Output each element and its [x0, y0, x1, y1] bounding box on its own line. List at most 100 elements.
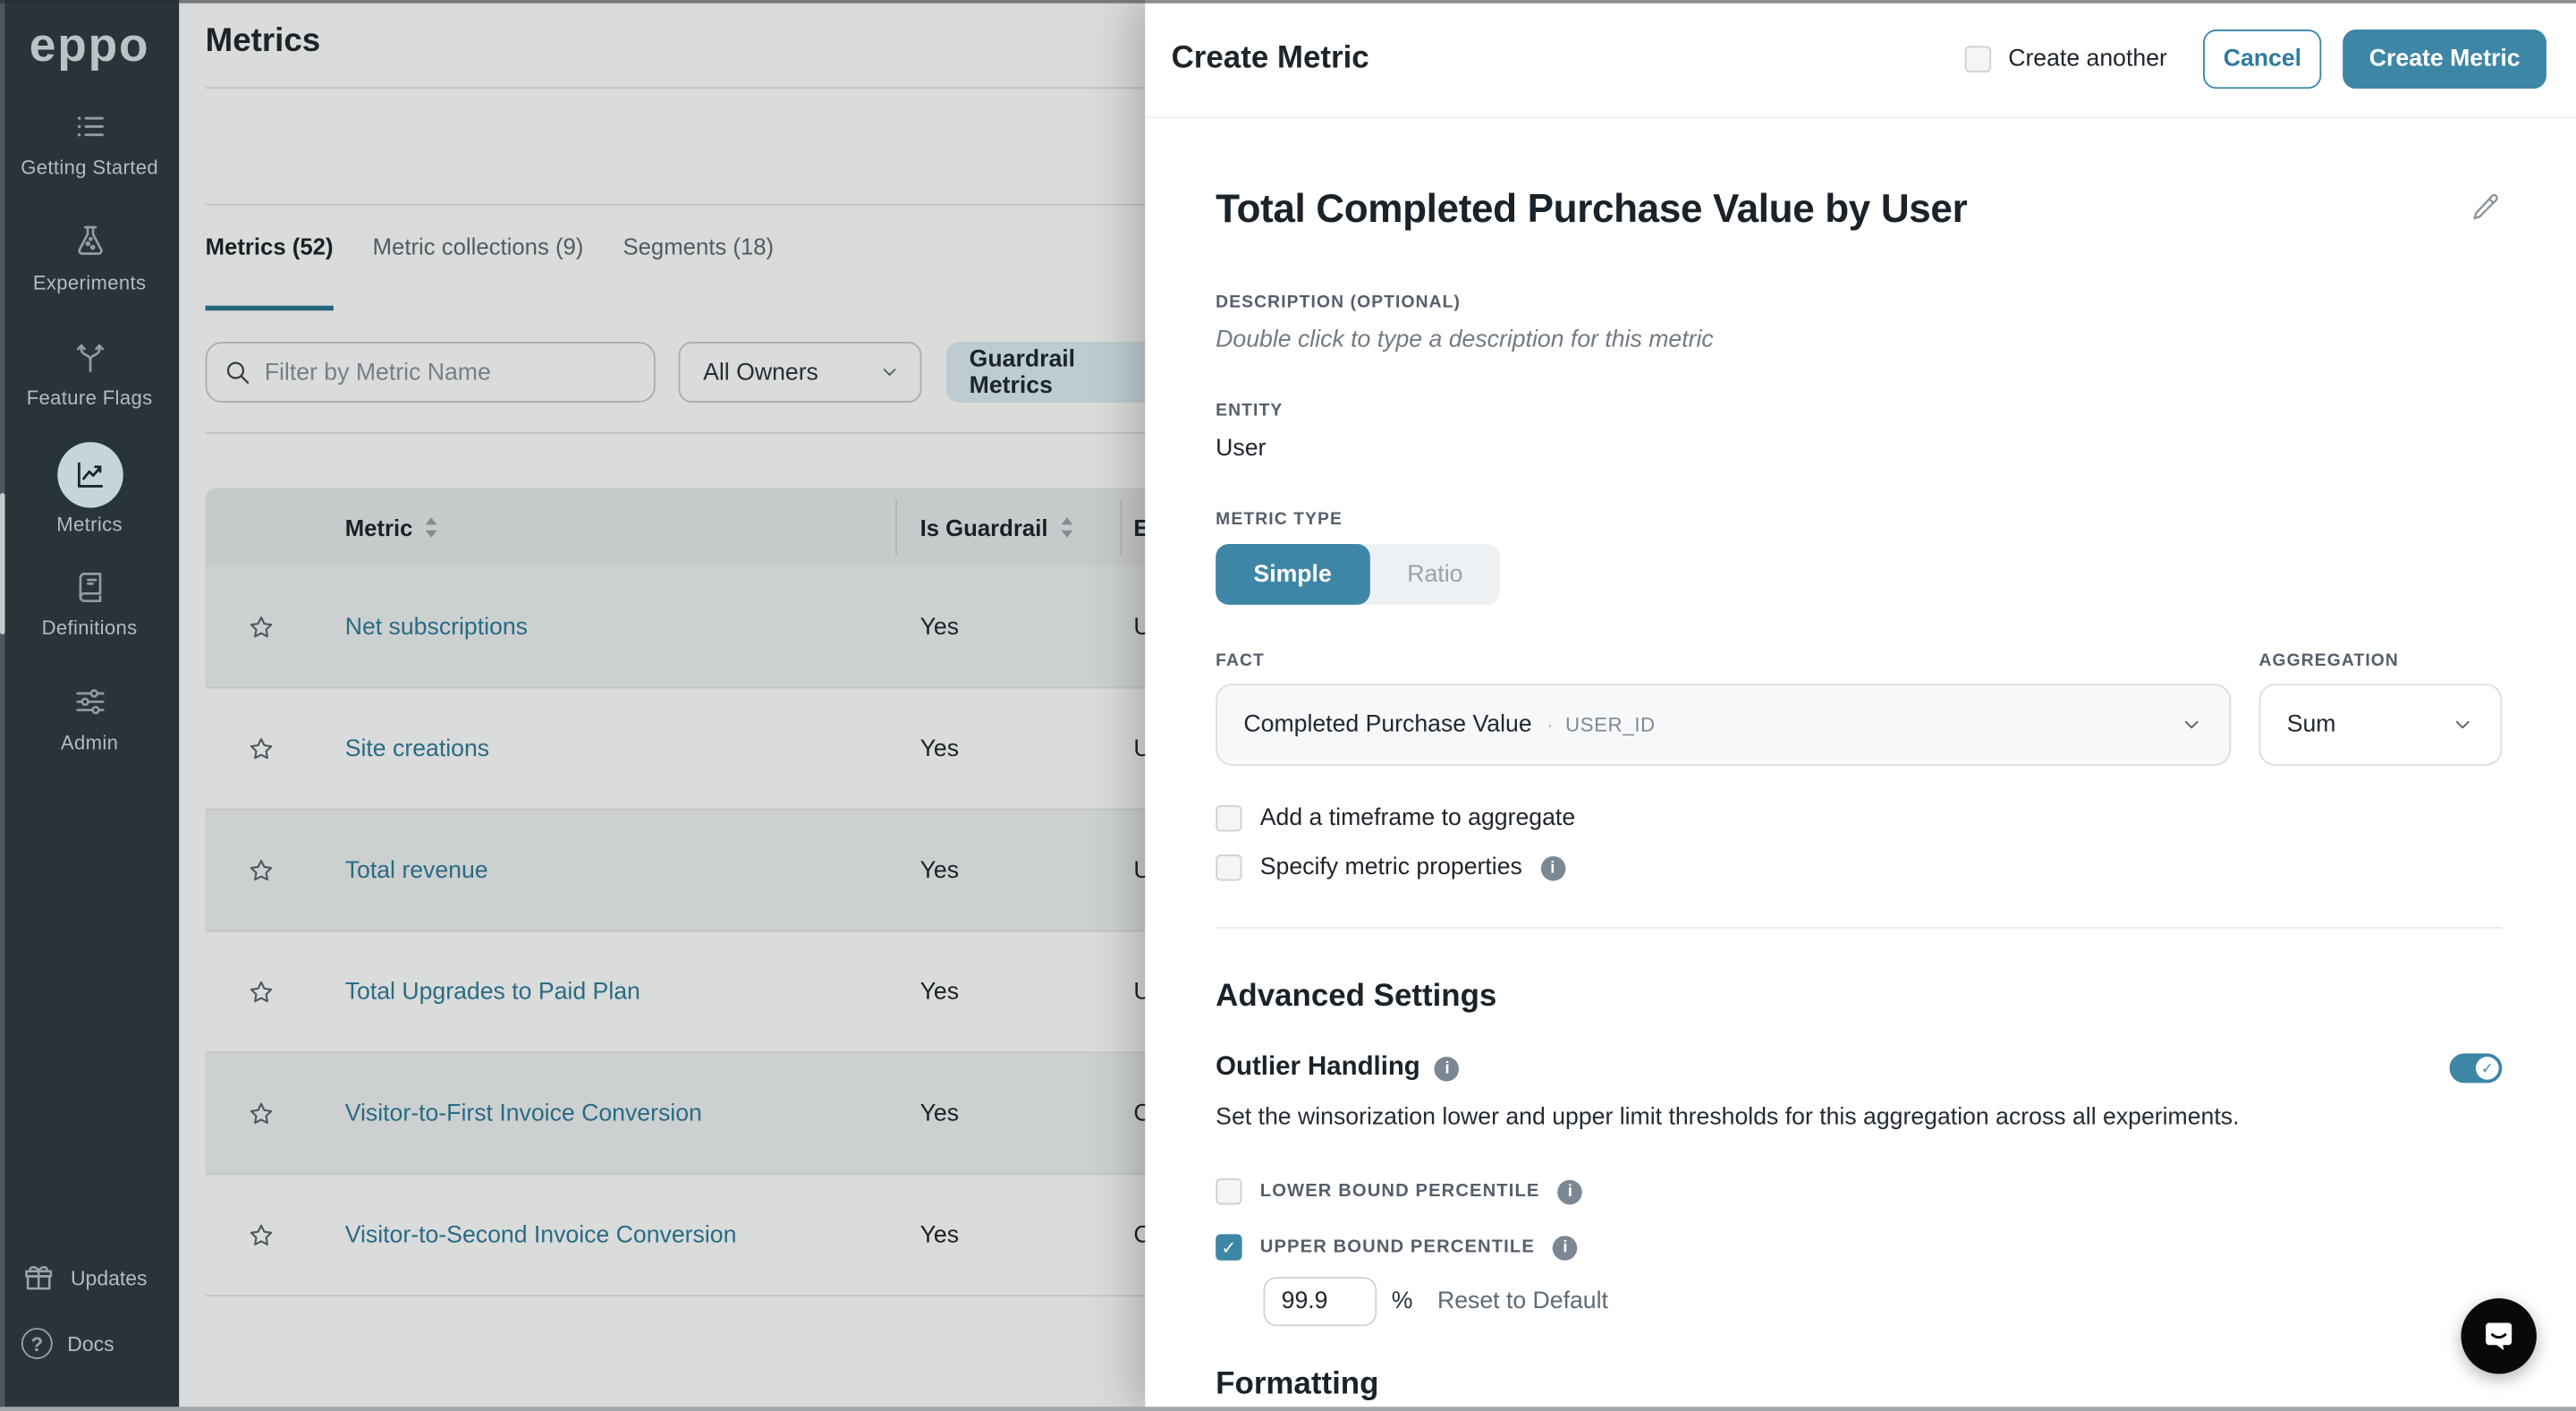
info-icon[interactable]: i	[1540, 855, 1565, 880]
metric-type-toggle: Simple Ratio	[1216, 543, 1501, 605]
lower-bound-checkbox[interactable]	[1216, 1177, 1242, 1205]
sidebar-item-docs[interactable]: ? Docs	[0, 1312, 179, 1376]
is-guardrail-value: Yes	[919, 735, 960, 762]
window-bottom-edge	[0, 1407, 2576, 1411]
metric-link[interactable]: Total revenue	[344, 856, 488, 884]
metric-type-label: METRIC TYPE	[1216, 509, 1343, 530]
star-icon[interactable]	[247, 734, 276, 763]
column-header-is-guardrail[interactable]: Is Guardrail	[920, 514, 1074, 540]
is-guardrail-value: Yes	[919, 1221, 960, 1248]
sidebar-item-metrics[interactable]: Metrics	[0, 430, 179, 546]
description-placeholder[interactable]: Double click to type a description for t…	[1216, 327, 1714, 353]
upper-bound-label: UPPER BOUND PERCENTILE	[1259, 1237, 1535, 1258]
info-icon[interactable]: i	[1557, 1178, 1583, 1204]
list-icon	[70, 106, 109, 146]
sidebar-footer: Updates ? Docs	[0, 1244, 179, 1375]
window-top-edge	[0, 0, 2576, 3]
chevron-down-icon	[2180, 713, 2203, 736]
owners-dropdown[interactable]: All Owners	[678, 342, 922, 403]
sidebar-item-feature-flags[interactable]: Feature Flags	[0, 316, 179, 431]
column-separator	[895, 499, 897, 556]
sidebar-item-label: Getting Started	[21, 156, 158, 180]
create-metric-button[interactable]: Create Metric	[2343, 29, 2546, 89]
percent-sign: %	[1391, 1288, 1413, 1315]
metric-type-ratio[interactable]: Ratio	[1407, 561, 1463, 588]
toggle-knob: ✓	[2475, 1057, 2499, 1080]
metric-link[interactable]: Site creations	[344, 735, 490, 762]
star-icon[interactable]	[247, 1099, 276, 1128]
entity-value: User	[1216, 435, 1267, 463]
line-chart-icon	[56, 441, 123, 507]
sidebar-item-label: Definitions	[41, 616, 138, 640]
outlier-description: Set the winsorization lower and upper li…	[1216, 1104, 2240, 1131]
cancel-button[interactable]: Cancel	[2203, 29, 2322, 89]
advanced-settings-heading: Advanced Settings	[1216, 979, 1497, 1015]
filter-bar: Filter by Metric Name All Owners Guardra…	[205, 342, 1177, 403]
metric-link[interactable]: Visitor-to-First Invoice Conversion	[344, 1100, 702, 1127]
chat-launcher-button[interactable]	[2461, 1298, 2537, 1374]
sort-icon[interactable]	[1059, 516, 1074, 540]
outlier-handling-label: Outlier Handling	[1216, 1053, 1420, 1082]
metric-properties-checkbox[interactable]	[1216, 854, 1242, 881]
fact-select[interactable]: Completed Purchase Value USER_ID	[1216, 684, 2232, 766]
metric-properties-label: Specify metric properties	[1259, 854, 1522, 881]
outlier-handling-toggle[interactable]: ✓	[2449, 1053, 2503, 1084]
reset-to-default-link[interactable]: Reset to Default	[1436, 1288, 1608, 1315]
flask-icon	[70, 222, 109, 261]
tab-segments[interactable]: Segments (18)	[623, 233, 775, 260]
entity-label: ENTITY	[1216, 401, 1284, 421]
sidebar-item-label: Metrics	[56, 512, 123, 535]
tab-bar: Metrics (52) Metric collections (9) Segm…	[205, 233, 775, 311]
sidebar-item-updates[interactable]: Updates	[0, 1244, 179, 1311]
sidebar-item-getting-started[interactable]: Getting Started	[0, 86, 179, 201]
branch-icon	[70, 337, 109, 377]
search-icon	[224, 358, 251, 386]
page-title: Metrics	[205, 22, 321, 60]
info-icon[interactable]: i	[1435, 1056, 1460, 1081]
lower-bound-label: LOWER BOUND PERCENTILE	[1259, 1181, 1540, 1202]
sidebar-item-label: Experiments	[32, 271, 147, 294]
formatting-heading: Formatting	[1216, 1367, 1379, 1402]
book-icon	[70, 567, 109, 607]
sidebar-scrollbar-track	[0, 0, 5, 1411]
aggregation-select[interactable]: Sum	[2258, 684, 2503, 766]
guardrail-metrics-chip[interactable]: Guardrail Metrics	[945, 342, 1177, 403]
metric-type-simple[interactable]: Simple	[1216, 543, 1370, 605]
aggregation-value: Sum	[2286, 711, 2336, 738]
tab-metric-collections[interactable]: Metric collections (9)	[372, 233, 584, 260]
is-guardrail-value: Yes	[919, 856, 960, 884]
edit-pencil-icon[interactable]	[2470, 187, 2503, 223]
sidebar-item-label: Admin	[60, 731, 119, 755]
chevron-down-icon	[879, 361, 901, 383]
sliders-icon	[70, 682, 109, 721]
upper-bound-input[interactable]	[1263, 1277, 1377, 1327]
upper-bound-checkbox[interactable]: ✓	[1216, 1234, 1242, 1261]
eppo-logo[interactable]: eppo	[29, 20, 150, 72]
metric-link[interactable]: Visitor-to-Second Invoice Conversion	[344, 1221, 737, 1248]
sidebar-scrollbar-thumb[interactable]	[0, 493, 5, 634]
sidebar-item-label: Updates	[70, 1266, 148, 1289]
metric-search-input[interactable]: Filter by Metric Name	[205, 342, 656, 403]
timeframe-checkbox[interactable]	[1216, 805, 1242, 832]
question-icon: ?	[21, 1328, 53, 1359]
tab-metrics[interactable]: Metrics (52)	[205, 234, 334, 311]
divider	[1216, 926, 2503, 929]
search-placeholder: Filter by Metric Name	[264, 359, 491, 386]
star-icon[interactable]	[247, 612, 276, 642]
sidebar-item-admin[interactable]: Admin	[0, 660, 179, 776]
sort-icon[interactable]	[424, 516, 439, 540]
metric-link[interactable]: Net subscriptions	[344, 614, 528, 641]
info-icon[interactable]: i	[1553, 1235, 1578, 1260]
create-another-checkbox[interactable]	[1965, 45, 1992, 72]
is-guardrail-value: Yes	[919, 614, 960, 641]
star-icon[interactable]	[247, 977, 276, 1007]
is-guardrail-value: Yes	[919, 978, 960, 1006]
column-header-metric[interactable]: Metric	[345, 514, 439, 540]
sidebar-item-experiments[interactable]: Experiments	[0, 200, 179, 316]
chat-bubble-icon	[2486, 1322, 2512, 1351]
metric-link[interactable]: Total Upgrades to Paid Plan	[344, 978, 640, 1006]
star-icon[interactable]	[247, 1220, 276, 1250]
star-icon[interactable]	[247, 855, 276, 885]
sidebar-item-definitions[interactable]: Definitions	[0, 546, 179, 661]
